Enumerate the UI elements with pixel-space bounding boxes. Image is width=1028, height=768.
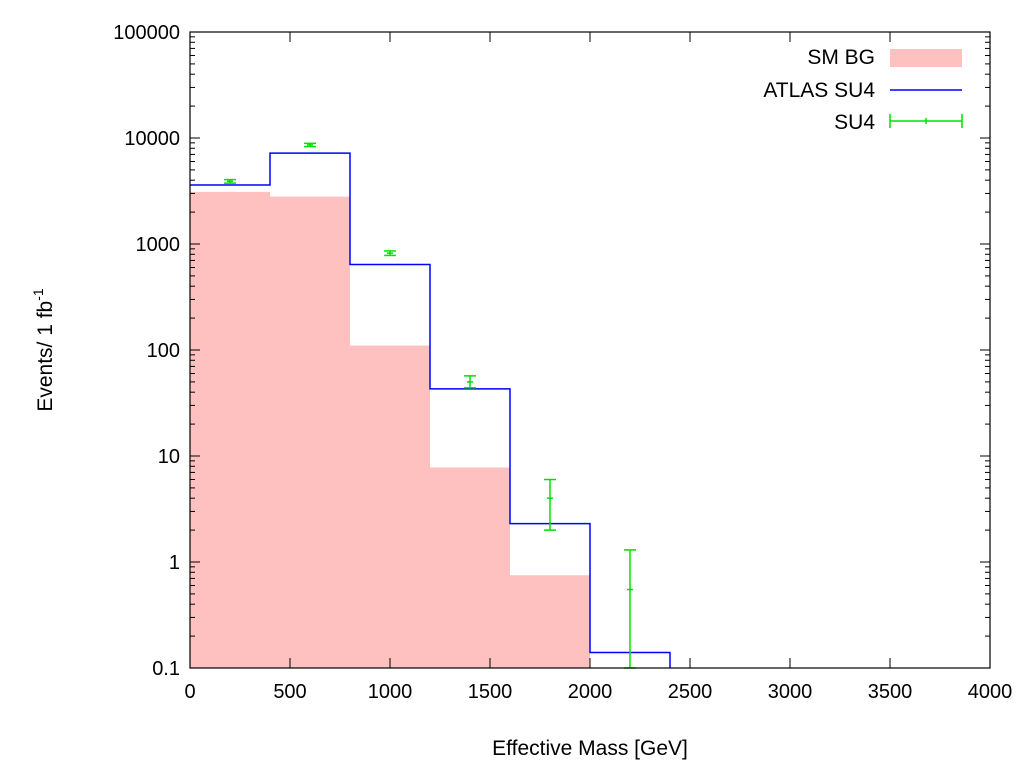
sm-bg-bar bbox=[430, 467, 510, 668]
y-axis-title-main: Events/ 1 fb bbox=[34, 301, 57, 412]
y-tick-label: 1 bbox=[169, 552, 180, 574]
x-tick-label: 1500 bbox=[468, 681, 513, 703]
atlas-su4-layer bbox=[190, 152, 671, 668]
sm-bg-bar bbox=[270, 196, 350, 668]
y-tick-label: 10000 bbox=[124, 128, 180, 150]
y-tick-label: 10 bbox=[158, 446, 180, 468]
su4-point bbox=[384, 250, 396, 257]
ticks-layer bbox=[189, 31, 991, 669]
legend-entry-su4: SU4 bbox=[834, 111, 963, 134]
y-tick-label: 1000 bbox=[136, 234, 181, 256]
x-tick-label: 3500 bbox=[868, 681, 913, 703]
legend-label-atlas-su4: ATLAS SU4 bbox=[763, 79, 875, 102]
legend-entry-atlas-su4: ATLAS SU4 bbox=[763, 79, 962, 102]
x-tick-label: 2500 bbox=[668, 681, 713, 703]
sm-bg-layer bbox=[190, 191, 590, 669]
su4-point bbox=[224, 178, 236, 184]
x-axis-title: Effective Mass [GeV] bbox=[492, 737, 688, 760]
x-tick-labels: 0 500 1000 1500 2000 2500 3000 3500 4000 bbox=[184, 681, 1012, 703]
y-tick-label: 100000 bbox=[113, 22, 180, 44]
y-tick-label: 100 bbox=[147, 340, 180, 362]
sm-bg-bar bbox=[190, 191, 270, 669]
su4-point bbox=[544, 478, 556, 531]
x-tick-label: 500 bbox=[273, 681, 306, 703]
legend-swatch-sm-bg bbox=[890, 49, 962, 67]
y-tick-labels: 0.1 1 10 100 1000 10000 100000 bbox=[113, 22, 180, 680]
x-tick-label: 2000 bbox=[568, 681, 613, 703]
y-axis-title-sup: -1 bbox=[30, 288, 46, 301]
sm-bg-bar bbox=[510, 575, 590, 668]
legend-label-su4: SU4 bbox=[834, 111, 875, 134]
legend-swatch-su4 bbox=[889, 114, 963, 128]
legend-label-sm-bg: SM BG bbox=[807, 46, 875, 69]
x-tick-label: 0 bbox=[184, 681, 195, 703]
legend-entry-sm-bg: SM BG bbox=[807, 46, 962, 69]
x-tick-label: 4000 bbox=[968, 681, 1013, 703]
x-tick-label: 1000 bbox=[368, 681, 413, 703]
su4-point bbox=[304, 142, 316, 148]
sm-bg-bar bbox=[350, 345, 430, 668]
atlas-su4-line bbox=[190, 152, 671, 668]
su4-point bbox=[464, 375, 476, 389]
su4-point bbox=[624, 549, 636, 669]
legend: SM BG ATLAS SU4 SU4 bbox=[763, 46, 963, 134]
y-tick-label: 0.1 bbox=[152, 658, 180, 680]
x-tick-label: 3000 bbox=[768, 681, 813, 703]
y-axis-title: Events/ 1 fb-1 bbox=[30, 288, 57, 412]
